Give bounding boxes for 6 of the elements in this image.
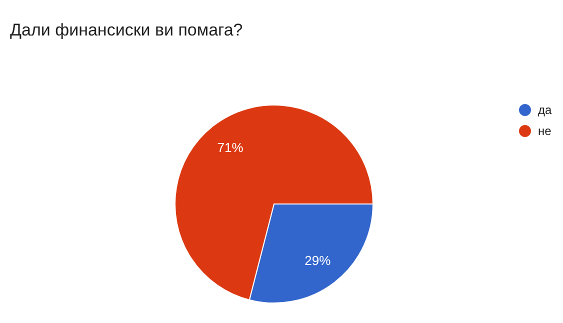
pie-slice <box>174 104 374 300</box>
legend-label: да <box>538 103 552 117</box>
legend-label: не <box>538 124 552 138</box>
data-label: 29% <box>304 252 332 268</box>
chart-title: Дали финансиски ви помага? <box>10 20 243 40</box>
data-label: 71% <box>217 140 244 156</box>
